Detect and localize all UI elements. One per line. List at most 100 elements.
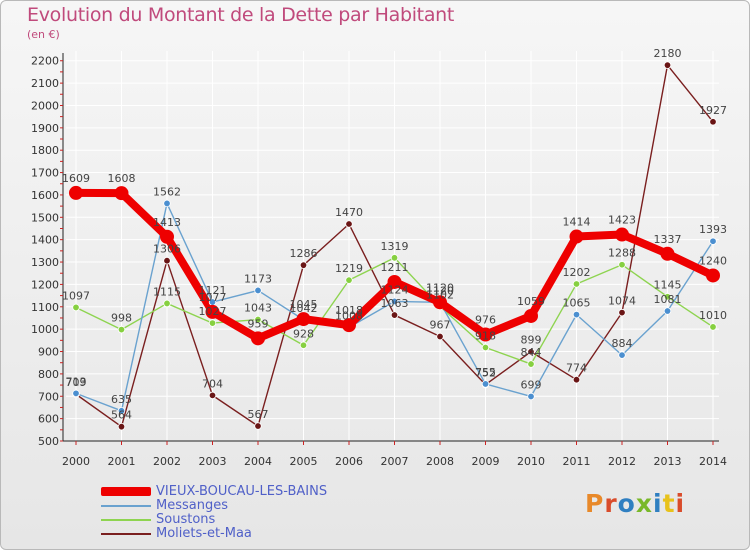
y-tick-label: 1000 — [31, 323, 59, 336]
y-tick-label: 1500 — [31, 211, 59, 224]
data-label: 1211 — [381, 261, 409, 274]
legend-label: Messanges — [156, 498, 228, 513]
y-tick-label: 2200 — [31, 55, 59, 68]
series-markers — [69, 61, 720, 431]
y-tick-label: 1200 — [31, 278, 59, 291]
data-point — [387, 274, 402, 289]
data-point — [299, 261, 308, 269]
y-tick-label: 2000 — [31, 99, 59, 112]
data-point — [163, 256, 171, 265]
data-label: 976 — [475, 314, 496, 327]
data-label: 959 — [248, 317, 269, 330]
data-point — [478, 327, 493, 342]
y-tick-label: 1900 — [31, 122, 59, 135]
data-point — [117, 422, 126, 431]
x-tick-label: 2013 — [654, 455, 682, 468]
data-label: 1240 — [699, 254, 727, 267]
data-point — [342, 318, 356, 333]
legend-swatch-moliets — [101, 533, 151, 535]
data-label: 1337 — [654, 233, 682, 246]
data-point — [205, 304, 220, 319]
data-label: 1102 — [426, 288, 454, 301]
data-label: 1065 — [563, 297, 591, 310]
x-tick-label: 2007 — [381, 455, 409, 468]
axes: 500 600 700 800 900 1000 1100 1200 1300 1400 1500 1… — [31, 53, 727, 468]
data-labels: 709 564 1306 704 567 1286 1470 1063 967 752 899 774… — [62, 47, 727, 421]
data-point — [527, 348, 535, 356]
data-label: 1045 — [290, 298, 318, 311]
data-point — [524, 308, 538, 323]
data-point — [117, 407, 126, 415]
data-point — [709, 118, 717, 126]
logo-letter: o — [617, 489, 636, 518]
data-label: 1927 — [699, 104, 727, 117]
data-label: 1470 — [335, 206, 363, 219]
data-point — [615, 227, 629, 242]
data-point — [569, 229, 584, 244]
data-point — [208, 319, 217, 327]
data-point — [390, 254, 399, 262]
data-label: 928 — [293, 327, 314, 340]
data-point — [251, 331, 265, 346]
data-label: 1115 — [153, 285, 181, 298]
logo-letter: x — [635, 489, 653, 518]
data-point — [254, 286, 262, 295]
data-label: 1043 — [244, 302, 272, 315]
data-point — [163, 199, 171, 208]
x-tick-label: 2010 — [517, 455, 545, 468]
legend-swatch-vieux-boucau — [101, 487, 151, 496]
grid-lines — [66, 51, 719, 441]
data-point — [72, 303, 80, 312]
data-label: 1074 — [608, 295, 636, 308]
data-label: 1393 — [699, 223, 727, 236]
data-label: 1219 — [335, 262, 363, 275]
data-point — [345, 220, 353, 228]
data-label: 1008 — [335, 309, 363, 322]
data-label: 2180 — [654, 47, 682, 60]
legend-label: VIEUX-BOUCAU-LES-BAINS — [156, 484, 328, 499]
proxiti-logo: Proxiti — [585, 489, 685, 518]
data-label: 1306 — [153, 243, 181, 256]
data-label: 918 — [475, 329, 496, 342]
data-label: 1145 — [654, 279, 682, 292]
data-label: 1414 — [563, 216, 591, 229]
data-label: 1063 — [381, 297, 409, 310]
x-tick-label: 2014 — [699, 455, 727, 468]
y-tick-label: 1800 — [31, 144, 59, 157]
x-tick-label: 2008 — [426, 455, 454, 468]
logo-letter: i — [653, 489, 663, 518]
data-point — [69, 185, 83, 200]
x-tick-label: 2005 — [290, 455, 318, 468]
data-label: 713 — [66, 375, 87, 388]
data-label: 635 — [111, 393, 132, 406]
data-label: 1077 — [199, 291, 227, 304]
data-label: 1120 — [426, 281, 454, 294]
x-tick-label: 2009 — [472, 455, 500, 468]
data-label: 1202 — [563, 266, 591, 279]
data-label: 1608 — [108, 172, 136, 185]
data-label: 755 — [475, 366, 496, 379]
data-label: 967 — [430, 319, 451, 332]
legend-label: Moliets-et-Maa — [156, 526, 252, 541]
x-tick-label: 2000 — [62, 455, 90, 468]
data-point — [618, 261, 626, 269]
data-point — [709, 237, 717, 245]
data-point — [114, 186, 129, 201]
data-point — [618, 351, 626, 359]
data-point — [706, 268, 720, 283]
data-label: 699 — [521, 378, 542, 391]
data-label: 1413 — [153, 216, 181, 229]
data-point — [663, 293, 672, 301]
y-tick-label: 2100 — [31, 77, 59, 90]
data-label: 1097 — [62, 289, 90, 302]
y-tick-label: 1400 — [31, 234, 59, 247]
data-point — [572, 376, 581, 384]
data-label: 567 — [248, 408, 269, 421]
data-point — [208, 391, 217, 400]
logo-letter: i — [675, 489, 686, 518]
data-label: 1609 — [62, 172, 90, 185]
y-tick-label: 1300 — [31, 256, 59, 269]
data-label: 1423 — [608, 214, 636, 227]
